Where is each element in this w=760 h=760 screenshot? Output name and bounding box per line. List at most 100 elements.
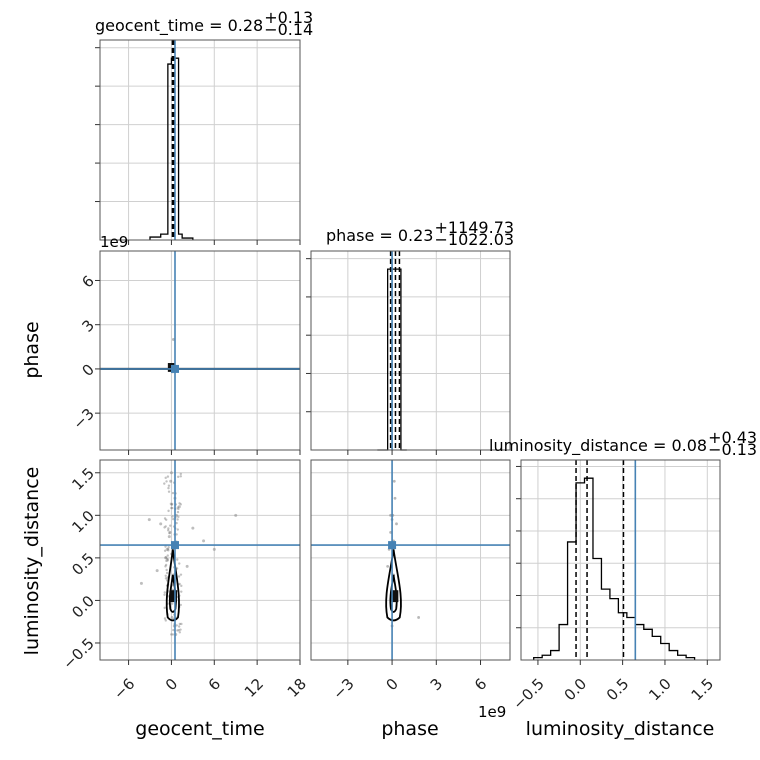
ld-time-cloud-point-115 [167,529,170,532]
phase-time-point-3 [171,338,175,341]
title-minus-phase: −1022.03 [434,230,514,249]
ld-time-cloud-point-16 [179,475,183,478]
ld-time-cloud-point-44 [169,524,172,527]
luminosity-distance-xtick-label-1: 0.0 [561,675,591,705]
ld-phase-point-10 [395,522,398,526]
ld-time-cloud-point-62 [178,631,182,634]
ld-time-cloud-point-102 [163,617,167,620]
ld-time-cloud-point-58 [165,557,169,561]
ld-time-cloud-point-96 [179,472,183,476]
panel-title-phase: phase = 0.23 [326,226,433,245]
ld-time-cloud-point-101 [171,506,174,510]
geocent-time-hist-frame [99,39,301,241]
ld-time-cloud-point-6 [177,475,180,479]
luminosity-distance-xtick-label-4: 1.5 [688,675,718,705]
geocent-time-histogram [149,57,194,240]
grid-layer [100,40,720,660]
text-layer: geocent_time = 0.28 +0.13−0.14 phase = 0.2… [21,8,757,740]
ld-time-cloud-point-1 [179,603,182,607]
ld-time-cloud-point-57 [165,518,168,521]
ld-phase-density-core [391,590,399,603]
ld-time-point-23 [155,569,159,573]
ld-time-cloud-point-40 [168,531,171,535]
ld-time-cloud-point-35 [176,528,179,531]
ld-time-point-10 [159,522,163,526]
ld-time-cloud-point-2 [172,628,175,632]
ld-time-cloud-point-15 [175,533,178,536]
ld-time-point-4 [170,615,174,619]
ld-time-cloud-point-31 [177,575,181,578]
ld-time-cloud-point-73 [163,593,166,596]
ld-time-cloud-point-29 [166,475,170,478]
geocent-time-xtick-label-2: 6 [205,675,224,694]
title-plus-luminosity_distance: +0.43 [708,428,757,447]
luminosity-distance-ytick-label-1: 0.0 [68,592,98,622]
ld-time-cloud-point-21 [176,518,179,521]
title-median-phase: phase = 0.23 [326,226,433,245]
ld-time-cloud-point-117 [170,502,174,506]
ld-time-cloud-point-79 [172,517,175,521]
ld-time-cloud-point-54 [166,554,169,557]
ld-time-point-17 [164,556,168,560]
ld-phase-contour-outer [385,549,402,622]
ld-time-cloud-point-53 [167,490,171,493]
ld-time-point-24 [212,547,216,551]
geocent-time-xtick-label-0: −6 [110,675,138,703]
x-axis-label-geocent_time: geocent_time [135,718,264,740]
title-median-geocent_time: geocent_time = 0.28 [95,16,263,36]
ld-time-point-2 [168,530,172,534]
x-axis-label-phase: phase [381,718,438,740]
ld-time-cloud-point-98 [163,591,166,594]
ld-time-cloud-point-10 [171,515,174,518]
ld-phase-point-3 [393,496,397,500]
ld-time-point-11 [185,564,189,568]
frame-layer [95,39,721,665]
offset-text-phase-xaxis: 1e9 [478,703,506,721]
luminosity-distance-hist-frame [520,459,721,661]
luminosity-distance-xtick-label-3: 1.0 [645,675,675,705]
title-plus-geocent_time: +0.13 [264,8,313,27]
ld-time-cloud-point-72 [164,574,167,577]
ld-time-cloud-point-47 [176,558,179,561]
title-plus-phase: +1149.73 [434,218,514,237]
ld-time-cloud-point-23 [166,558,170,561]
ld-time-cloud-point-43 [164,563,168,567]
ld-time-cloud-point-109 [179,573,183,576]
panel-title-geocent_time: geocent_time = 0.28 [95,16,263,36]
ld-time-point-14 [234,513,238,517]
luminosity-distance-xtick-label-0: −0.5 [509,675,547,713]
phase-xtick-label-1: 0 [382,675,401,694]
phase-xtick-label-0: −3 [329,675,357,703]
geocent-time-xtick-label-3: 12 [241,675,267,701]
ld-time-cloud-point-63 [171,491,175,495]
ld-time-cloud-point-71 [167,545,170,549]
ld-time-point-8 [169,479,173,483]
ld-time-cloud-point-113 [163,526,166,529]
ld-time-cloud-point-92 [176,629,179,632]
ld-time-cloud-point-0 [171,633,175,636]
phase-xtick-label-2: 3 [427,675,446,694]
title-median-luminosity_distance: luminosity_distance = 0.08 [489,436,707,456]
ld-time-cloud-point-12 [164,556,168,559]
ld-time-cloud-point-97 [164,545,167,548]
luminosity-distance-histogram [533,477,696,660]
luminosity-distance-ytick-label-0: −0.5 [59,634,97,672]
luminosity-distance-ytick-label-3: 1.0 [68,507,98,537]
ld-time-cloud-point-37 [179,503,182,506]
ld-time-cloud-point-59 [164,619,167,622]
ld-time-cloud-point-5 [175,624,178,627]
ld-phase-frame [310,459,511,661]
ld-time-cloud-point-55 [170,503,173,506]
luminosity-distance-ytick-label-4: 1.5 [68,464,98,494]
ld-time-cloud-point-17 [175,521,178,525]
ld-time-contour-outer [165,549,180,622]
ld-time-point-19 [169,471,173,475]
ld-time-cloud-point-39 [169,502,173,506]
phase-time-frame [99,250,301,451]
y-axis-label-luminosity-distance: luminosity_distance [21,467,43,656]
ld-time-cloud-point-69 [165,571,169,575]
ld-time-frame [99,459,301,661]
phase-ytick-label-3: 6 [78,272,97,291]
ld-time-cloud-point-11 [170,506,173,510]
